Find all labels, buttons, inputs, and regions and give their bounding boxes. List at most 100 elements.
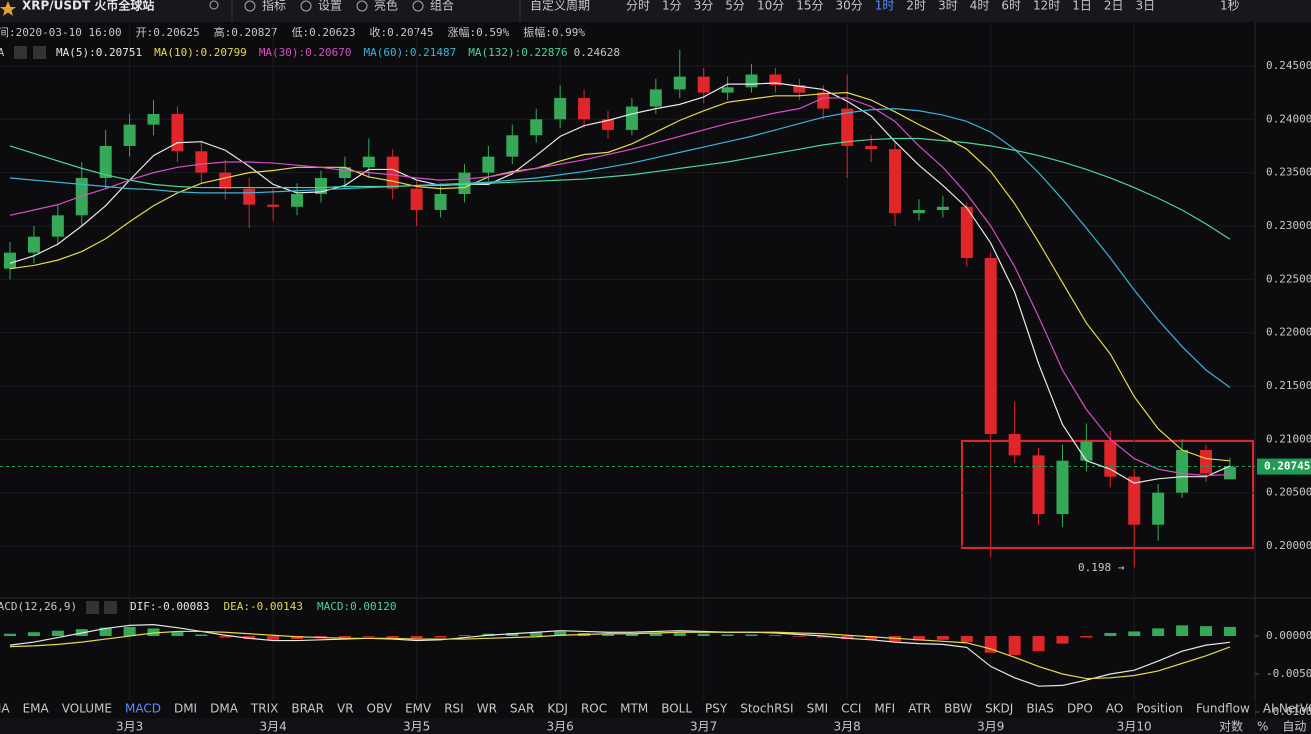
macd-bar [745, 634, 758, 637]
candle-body [912, 209, 925, 214]
macd-bar [243, 636, 256, 640]
y-tick-label: 0.24000 [1266, 112, 1311, 125]
candle-body [1056, 460, 1069, 515]
period-button[interactable]: 4时 [970, 0, 990, 13]
candle-body [793, 85, 806, 93]
period-button[interactable]: 1日 [1072, 0, 1092, 13]
indicator-tab[interactable]: MACD [125, 702, 161, 716]
macd-bar [960, 636, 973, 643]
period-button[interactable]: 12时 [1033, 0, 1060, 13]
scale-option[interactable]: 对数 [1219, 719, 1243, 734]
indicator-tab[interactable]: AI-NetVOL [1263, 702, 1311, 716]
indicator-tab[interactable]: EMV [405, 702, 432, 716]
period-button[interactable]: 分时 [626, 0, 650, 13]
tool-button[interactable]: 指标 [262, 0, 286, 13]
indicator-tab[interactable]: SAR [510, 702, 534, 716]
period-button[interactable]: 2时 [906, 0, 926, 13]
candle-body [291, 193, 304, 207]
ohlc-info: 低:0.20623 [292, 26, 356, 39]
indicator-tab[interactable]: DPO [1067, 702, 1093, 716]
period-button[interactable]: 3日 [1136, 0, 1156, 13]
indicator-tab[interactable]: EMA [23, 702, 50, 716]
period-button[interactable]: 1分 [662, 0, 682, 13]
indicator-tab[interactable]: MFI [874, 702, 895, 716]
period-button[interactable]: 5分 [725, 0, 745, 13]
macd-bar [171, 631, 184, 637]
indicator-tab[interactable]: RSI [444, 702, 464, 716]
indicator-tab[interactable]: MTM [620, 702, 648, 716]
macd-bar [1128, 631, 1141, 637]
indicator-tab[interactable]: VR [337, 702, 354, 716]
indicator-tab[interactable]: MA [0, 702, 10, 716]
indicator-tab[interactable]: BIAS [1026, 702, 1054, 716]
macd-bar [865, 636, 878, 640]
y-tick-label: -0.01000 [1266, 705, 1311, 718]
candle-body [936, 206, 949, 210]
y-tick-label: 0.22500 [1266, 272, 1311, 285]
macd-bar [1032, 636, 1045, 652]
candle-body [1200, 450, 1212, 474]
period-button[interactable]: 10分 [757, 0, 784, 13]
indicator-tab[interactable]: Fundflow [1196, 702, 1250, 716]
candle-body [697, 76, 710, 93]
period-button[interactable]: 2日 [1104, 0, 1124, 13]
macd-bar [51, 630, 64, 637]
macd-bar [458, 635, 471, 637]
panel-title: MACD(12,26,9) [0, 600, 77, 613]
indicator-tab[interactable]: DMI [174, 702, 197, 716]
indicator-tab[interactable]: KDJ [547, 702, 568, 716]
period-button[interactable]: 3时 [938, 0, 958, 13]
indicator-tab[interactable]: PSY [705, 702, 728, 716]
period-button[interactable]: 30分 [836, 0, 863, 13]
y-tick-label: 0.23500 [1266, 166, 1311, 179]
macd-bar [386, 636, 399, 638]
toolbar-right[interactable]: 1秒 [1220, 0, 1240, 13]
settings-button[interactable] [86, 601, 99, 614]
favorite-star[interactable] [0, 1, 16, 16]
tool-button[interactable]: 设置 [318, 0, 342, 13]
indicator-tab[interactable]: BOLL [661, 702, 692, 716]
settings-button[interactable] [14, 46, 27, 59]
close-button[interactable] [104, 601, 117, 614]
ohlc-info: 开:0.20625 [136, 26, 200, 39]
candle-body [4, 252, 16, 269]
tool-button[interactable]: 亮色 [374, 0, 398, 13]
indicator-tab[interactable]: AO [1106, 702, 1123, 716]
indicator-tab[interactable]: StochRSI [740, 702, 793, 716]
last-price-tag [1257, 458, 1311, 475]
indicator-tab[interactable]: BBW [944, 702, 972, 716]
indicator-tab[interactable]: CCI [841, 702, 861, 716]
indicator-tab[interactable]: ATR [908, 702, 931, 716]
indicator-tab[interactable]: BRAR [291, 702, 324, 716]
candle-body [410, 188, 423, 210]
period-button[interactable]: 6时 [1001, 0, 1021, 13]
macd-bar [602, 633, 614, 637]
indicator-tab[interactable]: VOLUME [62, 702, 112, 716]
candle-body [578, 97, 591, 120]
period-button[interactable]: 3分 [694, 0, 714, 13]
indicator-tab[interactable]: DMA [210, 702, 239, 716]
scale-option[interactable]: % [1257, 720, 1268, 734]
indicator-tab[interactable]: SKDJ [985, 702, 1013, 716]
period-button[interactable]: 1时 [875, 0, 895, 13]
indicator-tab[interactable]: WR [477, 702, 497, 716]
scale-option[interactable]: 自动 [1282, 720, 1306, 734]
candle-body [267, 204, 280, 207]
close-button[interactable] [33, 46, 46, 59]
indicator-tab[interactable]: TRIX [250, 702, 278, 716]
period-button[interactable]: 15分 [796, 0, 823, 13]
indicator-tab[interactable]: OBV [367, 702, 393, 716]
ohlc-info: 涨幅:0.59% [448, 26, 510, 39]
indicator-tab[interactable]: ROC [581, 702, 607, 716]
indicator-tab[interactable]: Position [1136, 702, 1183, 716]
macd-bar [625, 633, 638, 637]
candle-body [506, 135, 519, 157]
indicator-tab[interactable]: SMI [807, 702, 829, 716]
legend-entry: MA(10):0.20799 [154, 46, 247, 59]
candle-body [673, 76, 686, 90]
tool-button[interactable]: 组合 [430, 0, 454, 13]
search-icon[interactable] [209, 0, 219, 10]
candle-body [530, 119, 543, 136]
custom-period[interactable]: 自定义周期 [530, 0, 590, 13]
macd-bar [1223, 626, 1236, 637]
